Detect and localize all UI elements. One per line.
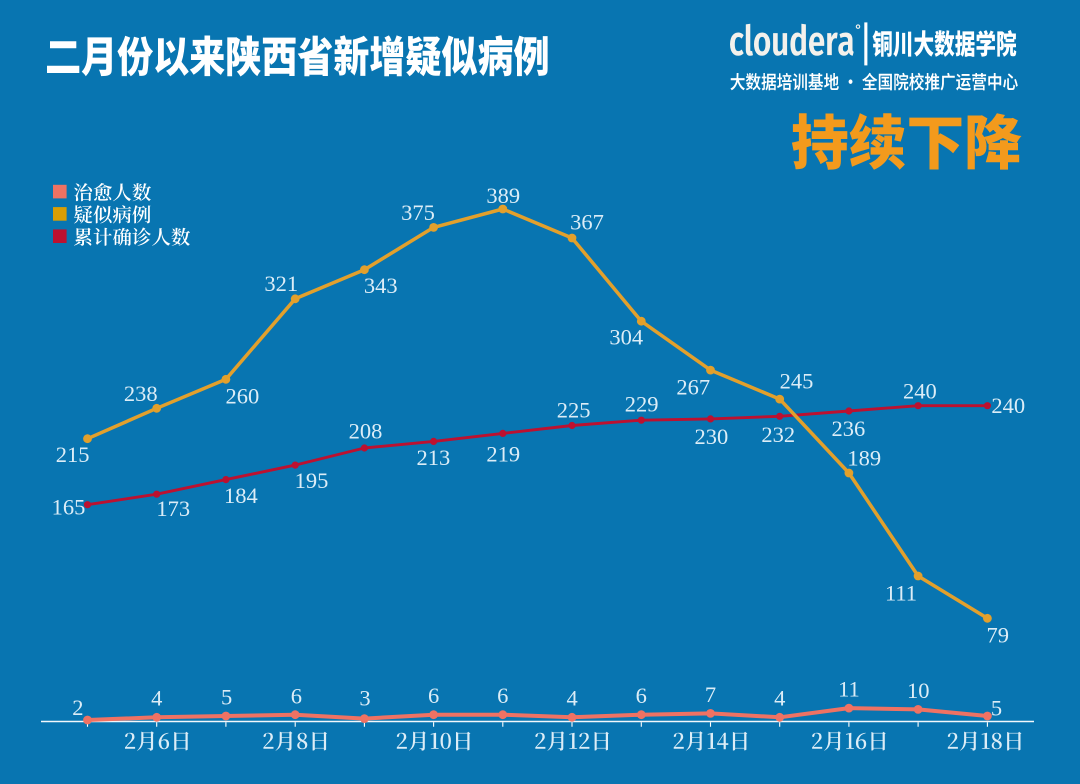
svg-text:173: 173 [156, 496, 190, 521]
svg-text:4: 4 [566, 686, 577, 711]
svg-text:343: 343 [364, 273, 398, 298]
svg-text:238: 238 [124, 381, 158, 406]
svg-text:229: 229 [625, 392, 659, 417]
svg-text:367: 367 [570, 210, 604, 235]
svg-text:375: 375 [401, 200, 435, 225]
svg-text:6: 6 [291, 683, 302, 708]
svg-text:10: 10 [907, 678, 930, 703]
svg-text:11: 11 [838, 677, 860, 702]
svg-text:321: 321 [264, 271, 298, 296]
svg-text:195: 195 [295, 468, 329, 493]
svg-text:6: 6 [428, 683, 439, 708]
svg-text:6: 6 [636, 683, 647, 708]
svg-text:240: 240 [903, 378, 937, 403]
svg-text:7: 7 [705, 682, 716, 707]
svg-text:3: 3 [359, 686, 370, 711]
svg-text:225: 225 [557, 397, 591, 422]
svg-text:219: 219 [486, 441, 520, 466]
svg-text:230: 230 [695, 424, 729, 449]
svg-text:4: 4 [774, 686, 785, 711]
svg-text:389: 389 [486, 183, 520, 208]
svg-text:245: 245 [780, 369, 814, 394]
svg-text:5: 5 [221, 684, 232, 709]
svg-text:232: 232 [761, 422, 795, 447]
svg-text:111: 111 [885, 580, 917, 605]
svg-text:4: 4 [151, 686, 162, 711]
svg-text:267: 267 [676, 374, 710, 399]
svg-text:79: 79 [986, 622, 1009, 647]
svg-text:165: 165 [52, 495, 86, 520]
svg-text:5: 5 [991, 695, 1002, 720]
svg-text:6: 6 [497, 683, 508, 708]
svg-text:304: 304 [609, 325, 643, 350]
svg-text:260: 260 [226, 384, 260, 409]
svg-text:2: 2 [72, 695, 83, 720]
svg-text:189: 189 [847, 446, 881, 471]
svg-text:215: 215 [56, 442, 90, 467]
svg-text:213: 213 [417, 445, 451, 470]
svg-text:240: 240 [991, 393, 1025, 418]
svg-text:236: 236 [832, 416, 866, 441]
svg-text:184: 184 [224, 483, 258, 508]
svg-text:208: 208 [349, 418, 383, 443]
